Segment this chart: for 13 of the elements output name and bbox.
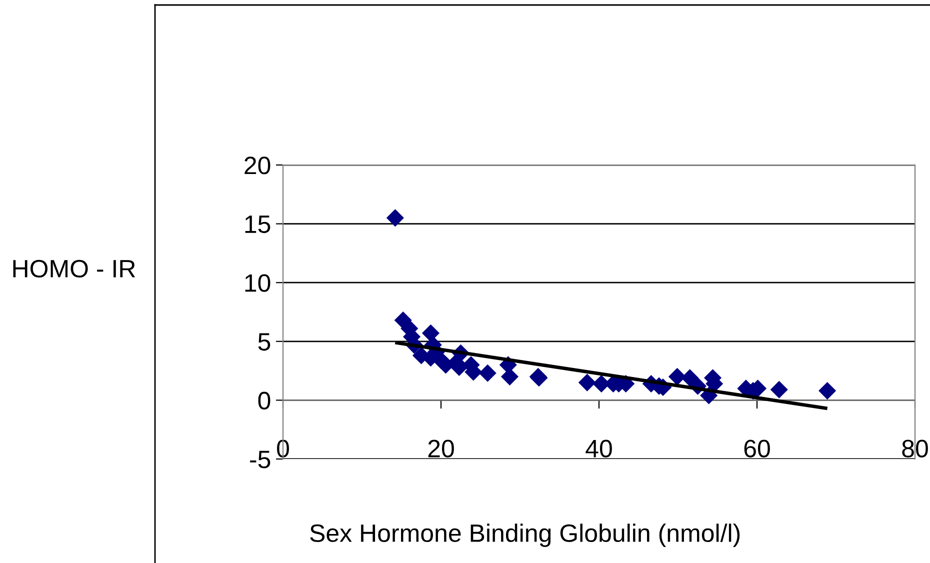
x-tick-label: 80 bbox=[902, 440, 928, 458]
y-tick-label: 15 bbox=[245, 216, 270, 234]
x-tick-label: 0 bbox=[277, 440, 289, 458]
y-tick-label: -5 bbox=[250, 450, 270, 468]
x-tick-label: 20 bbox=[428, 440, 454, 458]
x-tick-label: 40 bbox=[586, 440, 612, 458]
y-tick-label: 0 bbox=[258, 392, 270, 410]
y-tick-label: 5 bbox=[258, 333, 270, 351]
y-tick-label: 20 bbox=[244, 156, 270, 174]
y-axis-title: HOMO - IR bbox=[13, 260, 136, 278]
x-tick-label: 60 bbox=[744, 440, 770, 458]
x-axis-title: Sex Hormone Binding Globulin (nmol/l) bbox=[310, 524, 740, 547]
y-tick-label: 10 bbox=[245, 274, 270, 292]
